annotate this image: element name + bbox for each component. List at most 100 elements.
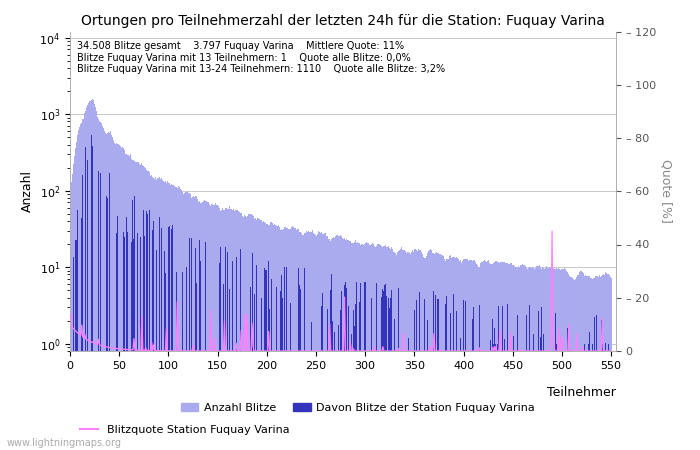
Bar [169, 226, 170, 450]
Bar [276, 288, 277, 450]
Bar [498, 262, 499, 450]
Bar [538, 266, 539, 450]
Bar [256, 265, 258, 450]
Bar [404, 250, 405, 450]
Bar [345, 282, 346, 450]
Bar [205, 242, 206, 450]
Bar [529, 305, 530, 450]
Bar [501, 261, 503, 450]
Bar [460, 338, 461, 450]
Bar [124, 237, 125, 450]
Bar [299, 285, 300, 450]
Bar [266, 224, 267, 450]
Bar [119, 145, 120, 450]
Bar [164, 182, 165, 450]
Bar [458, 259, 459, 450]
Bar [328, 238, 329, 450]
Bar [339, 235, 340, 450]
Bar [142, 165, 144, 450]
Bar [460, 261, 461, 450]
Bar [125, 154, 127, 450]
Bar [74, 156, 76, 450]
Bar [165, 181, 166, 450]
Bar [527, 269, 528, 450]
Bar [409, 252, 410, 450]
Bar [243, 216, 244, 450]
Bar [561, 270, 562, 450]
Bar [282, 230, 283, 450]
Bar [556, 344, 557, 450]
Text: 34.508 Blitze gesamt    3.797 Fuquay Varina    Mittlere Quote: 11%
Blitze Fuquay: 34.508 Blitze gesamt 3.797 Fuquay Varina… [76, 41, 444, 74]
Bar [90, 100, 91, 450]
Bar [357, 243, 358, 450]
Bar [115, 144, 116, 450]
Bar [106, 196, 107, 450]
Bar [587, 276, 588, 450]
Bar [130, 155, 132, 450]
Bar [76, 240, 78, 450]
Bar [526, 268, 527, 450]
Bar [105, 133, 106, 450]
Bar [498, 306, 499, 450]
Bar [462, 261, 463, 450]
Bar [513, 336, 514, 450]
Bar [428, 250, 430, 450]
Bar [524, 265, 525, 450]
Bar [147, 214, 148, 450]
Bar [261, 220, 262, 450]
Bar [265, 270, 266, 450]
Bar [569, 344, 570, 450]
Bar [227, 209, 228, 450]
Bar [569, 276, 570, 450]
Bar [331, 239, 332, 450]
Bar [540, 270, 542, 450]
Bar [465, 259, 466, 450]
Bar [321, 306, 322, 450]
Bar [118, 144, 119, 450]
Bar [426, 253, 428, 450]
Bar [486, 261, 488, 450]
Bar [167, 181, 168, 450]
Bar [103, 128, 104, 450]
Bar [483, 261, 484, 450]
Bar [593, 278, 594, 450]
Bar [603, 274, 605, 450]
Bar [605, 343, 606, 450]
Bar [437, 252, 438, 450]
Bar [281, 275, 282, 450]
Bar [499, 263, 500, 450]
Bar [124, 150, 125, 450]
Bar [336, 235, 337, 450]
Bar [221, 210, 222, 450]
Bar [78, 130, 79, 450]
Bar [400, 248, 401, 450]
Bar [104, 130, 105, 450]
Bar [374, 246, 375, 450]
Bar [216, 205, 217, 450]
Bar [435, 295, 437, 450]
Bar [332, 320, 333, 450]
Bar [120, 148, 122, 450]
Bar [249, 214, 251, 450]
Bar [271, 279, 272, 450]
Bar [281, 229, 282, 450]
Bar [472, 261, 473, 450]
Bar [208, 202, 209, 450]
Bar [347, 240, 348, 450]
Bar [237, 210, 238, 450]
Bar [387, 247, 388, 450]
Bar [358, 243, 360, 450]
Bar [412, 250, 413, 450]
Bar [442, 255, 443, 450]
Bar [567, 328, 568, 450]
Bar [520, 265, 521, 450]
Bar [239, 248, 241, 450]
Bar [440, 254, 442, 450]
Bar [152, 230, 153, 450]
Bar [278, 225, 279, 450]
Bar [503, 262, 504, 450]
Bar [394, 252, 395, 450]
Bar [346, 239, 347, 450]
Bar [574, 279, 575, 450]
Bar [445, 304, 447, 450]
